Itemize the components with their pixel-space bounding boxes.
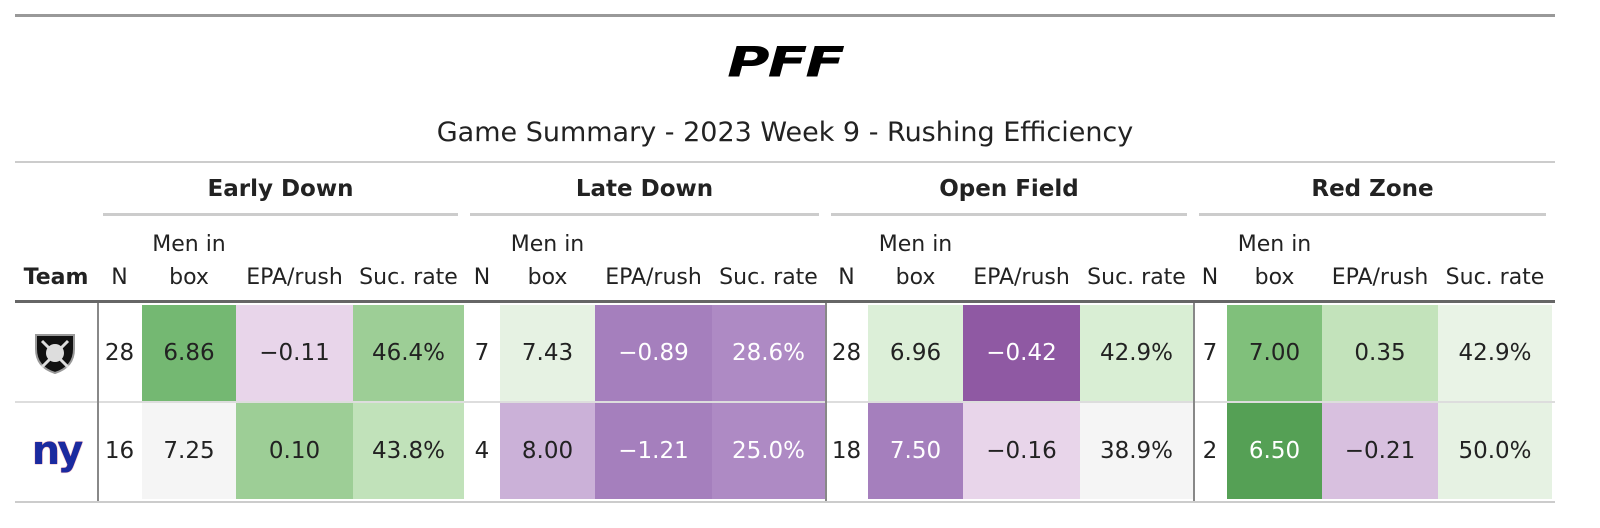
table-cell: 7.25 [142,403,236,499]
column-rule [97,303,99,501]
table-cell: 7.50 [868,403,963,499]
table-cell: 7 [1193,305,1227,401]
table-cell: −0.42 [963,305,1080,401]
column-header: Men in box [1237,232,1312,290]
column-rule [1193,303,1195,501]
team-logo: ny [31,428,84,474]
table-cell: 8.00 [500,403,595,499]
group-header: Open Field [939,176,1079,202]
column-header: EPA/rush [605,265,702,290]
table-cell: −0.21 [1322,403,1438,499]
row-rule [15,401,1555,403]
column-header: EPA/rush [246,265,343,290]
table-cell: 42.9% [1438,305,1552,401]
table-cell: 28 [97,305,142,401]
title: Game Summary - 2023 Week 9 - Rushing Eff… [436,117,1134,148]
table-cell: 28 [825,305,868,401]
table-cell: 2 [1193,403,1227,499]
column-header: Men in box [878,232,953,290]
column-header: Suc. rate [1087,265,1186,290]
column-header: Suc. rate [1445,265,1545,290]
table-cell: 7.00 [1227,305,1322,401]
table-cell: −0.11 [236,305,353,401]
column-header: N [838,265,855,290]
group-header: Red Zone [1311,176,1434,202]
bottom-rule [15,501,1555,503]
column-header: Men in box [152,232,226,290]
column-header: N [1201,265,1219,290]
table-cell: 43.8% [353,403,464,499]
table-cell: 46.4% [353,305,464,401]
table-cell: 25.0% [712,403,825,499]
column-header: EPA/rush [1331,265,1429,290]
table-cell: 50.0% [1438,403,1552,499]
table-cell: −0.89 [595,305,712,401]
column-header: EPA/rush [973,265,1070,290]
group-rule [1199,213,1546,216]
group-header: Early Down [207,176,354,202]
table-cell: −1.21 [595,403,712,499]
team-header: Team [23,265,89,290]
table-cell: 0.10 [236,403,353,499]
table-cell: 6.96 [868,305,963,401]
table-cell: 7 [464,305,500,401]
group-rule [470,213,819,216]
group-rule [831,213,1187,216]
table-cell: 4 [464,403,500,499]
table-cell: 6.86 [142,305,236,401]
table-cell: 28.6% [712,305,825,401]
group-rule [103,213,458,216]
title-rule [15,161,1555,163]
column-header: N [473,265,491,290]
table-cell: 0.35 [1322,305,1438,401]
table-cell: 16 [97,403,142,499]
column-rule [825,303,827,501]
top-rule [15,14,1555,17]
table-cell: 6.50 [1227,403,1322,499]
logo: PFF [727,37,845,87]
group-header: Late Down [575,176,714,202]
table-cell: −0.16 [963,403,1080,499]
table-cell: 42.9% [1080,305,1193,401]
column-header: Suc. rate [719,265,818,290]
column-header: N [111,265,128,290]
table-cell: 18 [825,403,868,499]
header-rule [15,300,1555,303]
column-header: Men in box [510,232,585,290]
team-logo [35,334,75,375]
table-cell: 38.9% [1080,403,1193,499]
table-cell: 7.43 [500,305,595,401]
column-header: Suc. rate [359,265,458,290]
